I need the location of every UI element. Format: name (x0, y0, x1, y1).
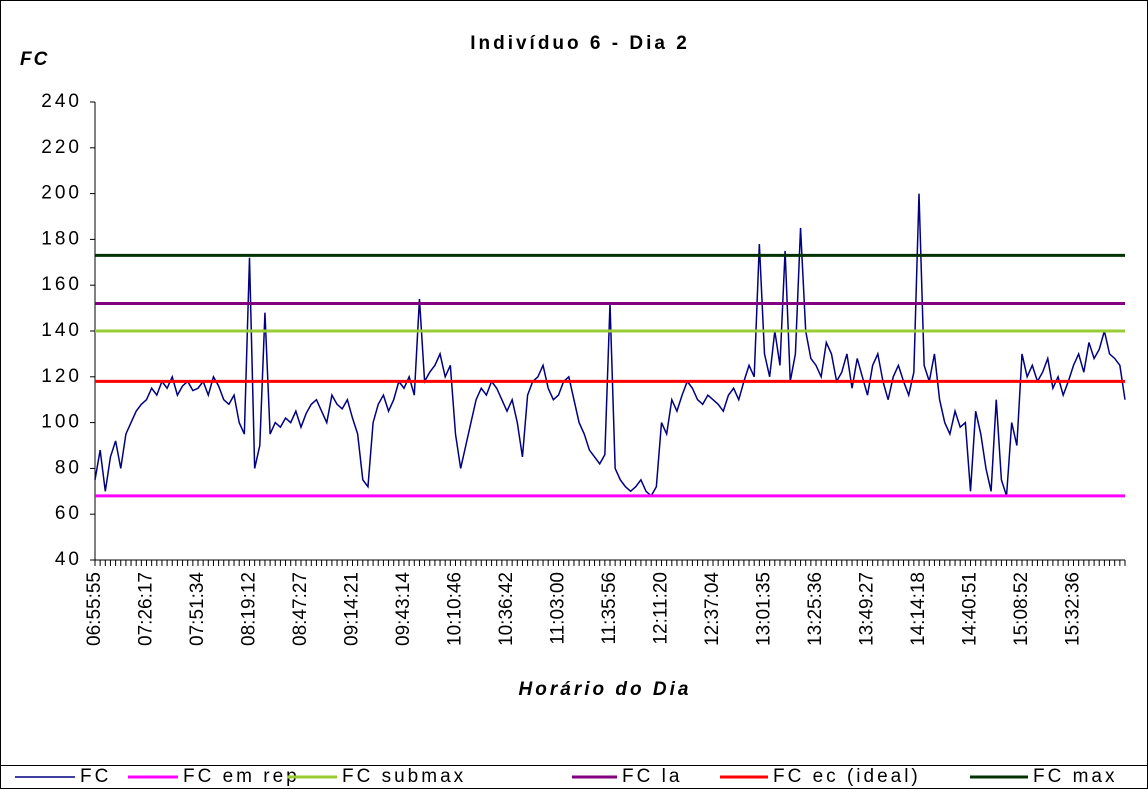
x-tick-label: 13:49:27 (857, 572, 878, 646)
x-tick-label: 15:08:52 (1011, 572, 1032, 646)
legend-label: FC submax (342, 766, 466, 787)
y-tick-label: 240 (41, 91, 82, 112)
x-axis-label: Horário do Dia (519, 679, 692, 700)
y-tick-label: 80 (55, 457, 82, 478)
legend-label: FC em rep (183, 766, 300, 787)
x-tick-label: 12:37:04 (702, 572, 723, 646)
x-tick-label: 09:14:21 (342, 572, 363, 646)
x-tick-label: 10:36:42 (496, 572, 517, 646)
y-tick-label: 180 (41, 228, 82, 249)
legend-label: FC ec (ideal) (773, 766, 921, 787)
x-tick-label: 06:55:55 (84, 572, 105, 646)
y-tick-label: 140 (41, 320, 82, 341)
legend-label: FC (80, 766, 111, 787)
x-tick-label: 08:47:27 (290, 572, 311, 646)
legend-label: FC max (1033, 766, 1118, 787)
x-tick-label: 08:19:12 (239, 572, 260, 646)
x-tick-label: 11:35:56 (599, 572, 620, 645)
x-tick-label: 07:26:17 (136, 572, 157, 646)
x-tick-label: 14:40:51 (960, 572, 981, 646)
y-tick-label: 60 (55, 503, 82, 524)
y-tick-label: 40 (55, 549, 82, 570)
x-tick-label: 07:51:34 (187, 572, 208, 646)
legend-label: FC la (622, 766, 682, 787)
y-tick-label: 160 (41, 274, 82, 295)
x-tick-label: 09:43:14 (393, 572, 414, 646)
x-tick-label: 12:11:20 (651, 572, 672, 645)
x-tick-label: 15:32:36 (1063, 572, 1084, 646)
y-axis-label: FC (20, 49, 49, 70)
chart-title: Indivíduo 6 - Dia 2 (470, 33, 690, 54)
y-tick-label: 200 (41, 183, 82, 204)
x-tick-label: 11:03:00 (548, 572, 569, 645)
x-tick-label: 14:14:18 (908, 572, 929, 646)
y-tick-label: 100 (41, 412, 82, 433)
x-tick-label: 10:10:46 (445, 572, 466, 646)
y-tick-label: 120 (41, 366, 82, 387)
x-tick-label: 13:25:36 (805, 572, 826, 646)
y-tick-label: 220 (41, 137, 82, 158)
x-tick-label: 13:01:35 (754, 572, 775, 646)
